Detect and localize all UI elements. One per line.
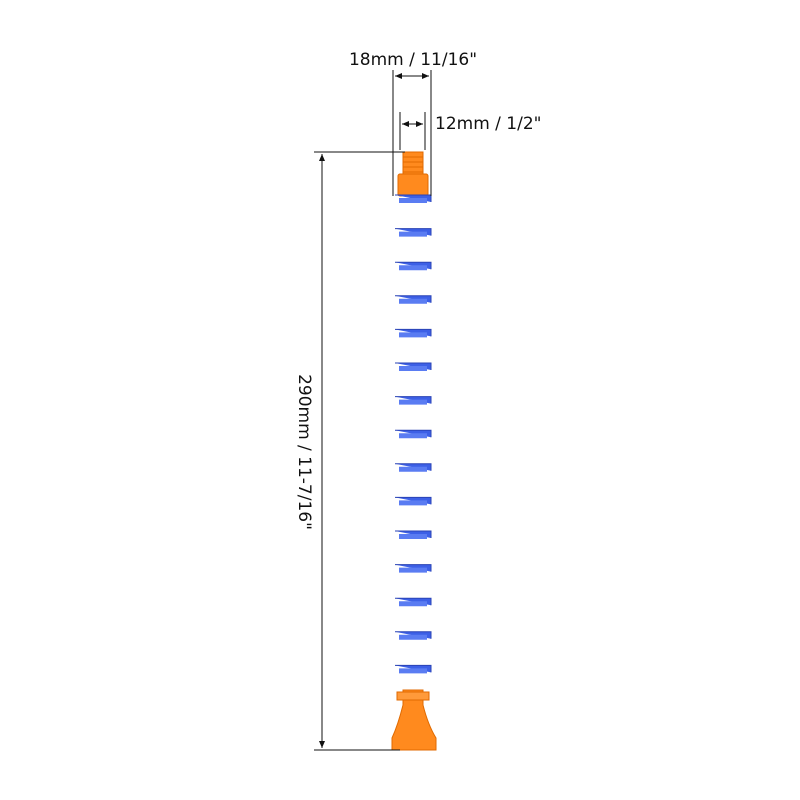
segment-highlight <box>399 567 427 573</box>
thread-lines <box>403 156 423 173</box>
segment-highlight <box>399 466 427 472</box>
segment-highlight <box>399 366 427 371</box>
nozzle-collar <box>396 691 430 701</box>
coolant-hose <box>395 151 432 674</box>
segment-highlight <box>399 634 427 640</box>
segment-highlight <box>399 601 427 607</box>
segment-highlight <box>399 668 427 674</box>
segment-highlight <box>399 231 427 237</box>
nozzle <box>391 689 437 751</box>
segment-highlight <box>399 500 427 506</box>
segment-highlight <box>399 433 427 439</box>
segment-highlight <box>399 332 427 338</box>
length-label: 290mm / 11-7/16" <box>294 374 314 530</box>
segment-highlight <box>399 298 427 304</box>
outer-diameter-label: 18mm / 11/16" <box>349 50 477 70</box>
hex-nut <box>397 173 429 197</box>
dimension-lines <box>314 70 432 751</box>
segment-highlight <box>399 399 427 405</box>
thread-size-label: 12mm / 1/2" <box>435 114 541 134</box>
segment-highlight <box>399 198 427 203</box>
segment-highlight <box>399 265 427 271</box>
segment-highlight <box>399 534 427 539</box>
